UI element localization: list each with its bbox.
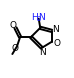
- Text: N: N: [38, 13, 45, 22]
- Text: 2: 2: [36, 16, 40, 22]
- Text: N: N: [39, 48, 46, 57]
- Text: O: O: [53, 39, 60, 48]
- Text: O: O: [10, 21, 17, 30]
- Text: H: H: [31, 13, 38, 22]
- Text: N: N: [52, 25, 59, 34]
- Text: O: O: [11, 44, 18, 53]
